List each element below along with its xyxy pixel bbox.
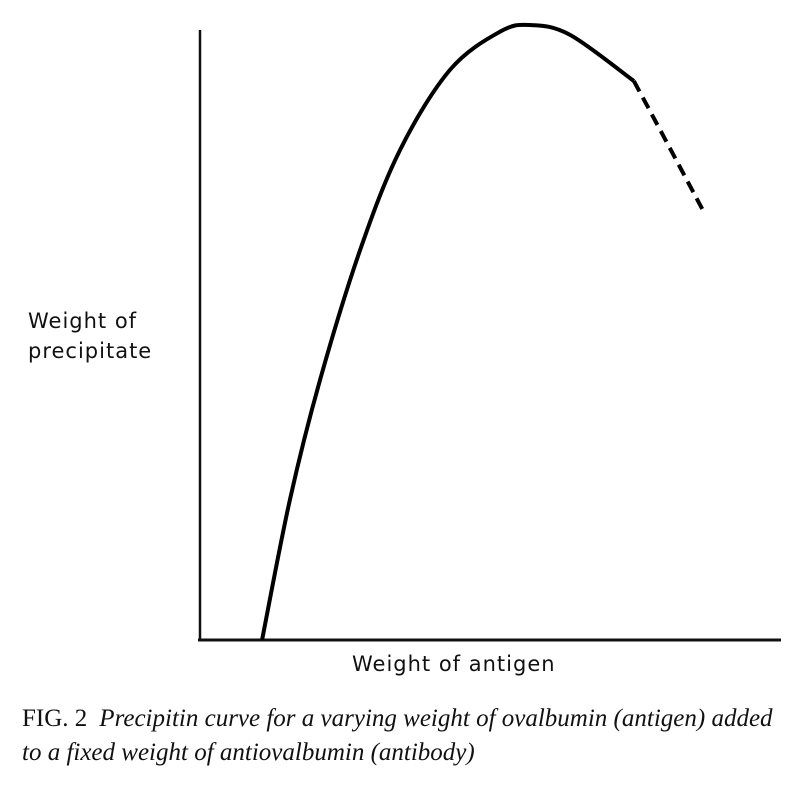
precipitin-chart bbox=[198, 22, 781, 642]
precipitin-curve-solid bbox=[260, 22, 636, 641]
y-axis-label-line-1: Weight of bbox=[28, 309, 138, 333]
figure-caption: FIG. 2 Precipitin curve for a varying wei… bbox=[22, 702, 792, 770]
precipitin-curve-dashed bbox=[632, 80, 705, 212]
caption-text: Precipitin curve for a varying weight of… bbox=[22, 705, 773, 766]
y-axis-label-line-2: precipitate bbox=[28, 339, 153, 363]
figure-number: FIG. 2 bbox=[22, 705, 88, 732]
y-axis-label: Weight of precipitate bbox=[28, 306, 152, 366]
x-axis-label: Weight of antigen bbox=[352, 652, 556, 676]
